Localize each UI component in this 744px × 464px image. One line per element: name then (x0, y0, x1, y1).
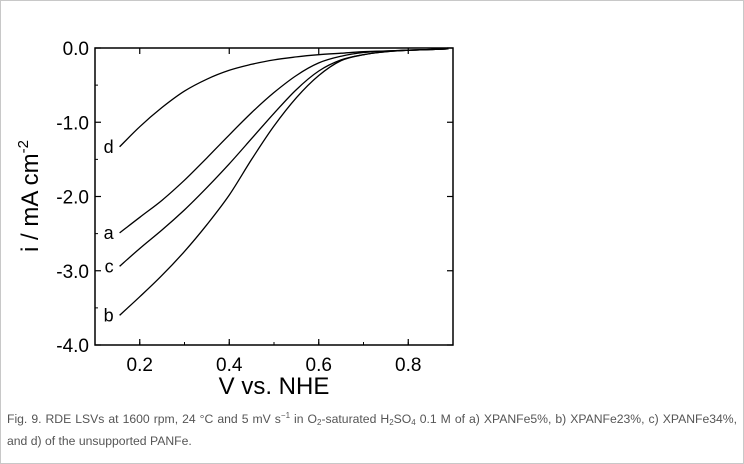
x-axis-ticks: 0.2 0.4 0.6 0.8 (94, 48, 454, 376)
series-label-b: b (104, 305, 114, 325)
caption-part: Fig. 9. RDE LSVs at 1600 rpm, 24 °C and … (7, 412, 281, 426)
y-tick-label: -4.0 (56, 336, 89, 357)
y-axis-title-exponent: -2 (15, 140, 32, 153)
lsv-chart: 0.2 0.4 0.6 0.8 0.0 -1.0 -2.0 -3.0 -4.0 d ac b V … (15, 39, 454, 400)
series-labels: d ac b (104, 137, 115, 326)
y-axis-ticks: 0.0 -1.0 -2.0 -3.0 -4.0 (56, 39, 453, 357)
series-label-c: c (105, 256, 114, 276)
x-tick-label: 0.6 (306, 355, 332, 376)
x-axis-title: V vs. NHE (219, 373, 330, 400)
caption-subscript: 2 (317, 418, 322, 427)
x-tick-label: 0.2 (127, 355, 153, 376)
figure-caption: Fig. 9. RDE LSVs at 1600 rpm, 24 °C and … (7, 408, 737, 452)
caption-part: in O (290, 412, 318, 426)
series-line-b (119, 48, 449, 316)
caption-subscript: 2 (389, 418, 394, 427)
series-label-d: d (104, 137, 114, 157)
caption-part: 0.1 M of a) XPANFe5%, b) XPANFe23%, c) X… (7, 412, 737, 448)
y-tick-label: -1.0 (56, 113, 89, 134)
series-lines (119, 48, 449, 316)
y-axis-title-main: i / mA cm (17, 153, 44, 252)
series-label-a: a (104, 223, 115, 243)
x-tick-label: 0.4 (216, 355, 243, 376)
y-tick-label: -2.0 (56, 188, 89, 209)
x-tick-label: 0.8 (395, 355, 421, 376)
y-tick-label: -3.0 (56, 262, 89, 283)
series-line-d (119, 48, 449, 148)
series-line-a (119, 48, 449, 234)
caption-subscript: 4 (411, 418, 416, 427)
caption-part: -saturated H (321, 412, 390, 426)
y-tick-label: 0.0 (63, 39, 89, 60)
caption-part: SO (393, 412, 412, 426)
caption-superscript: −1 (280, 411, 291, 420)
series-line-c (119, 48, 449, 267)
y-axis-title: i / mA cm-2 (15, 140, 44, 252)
